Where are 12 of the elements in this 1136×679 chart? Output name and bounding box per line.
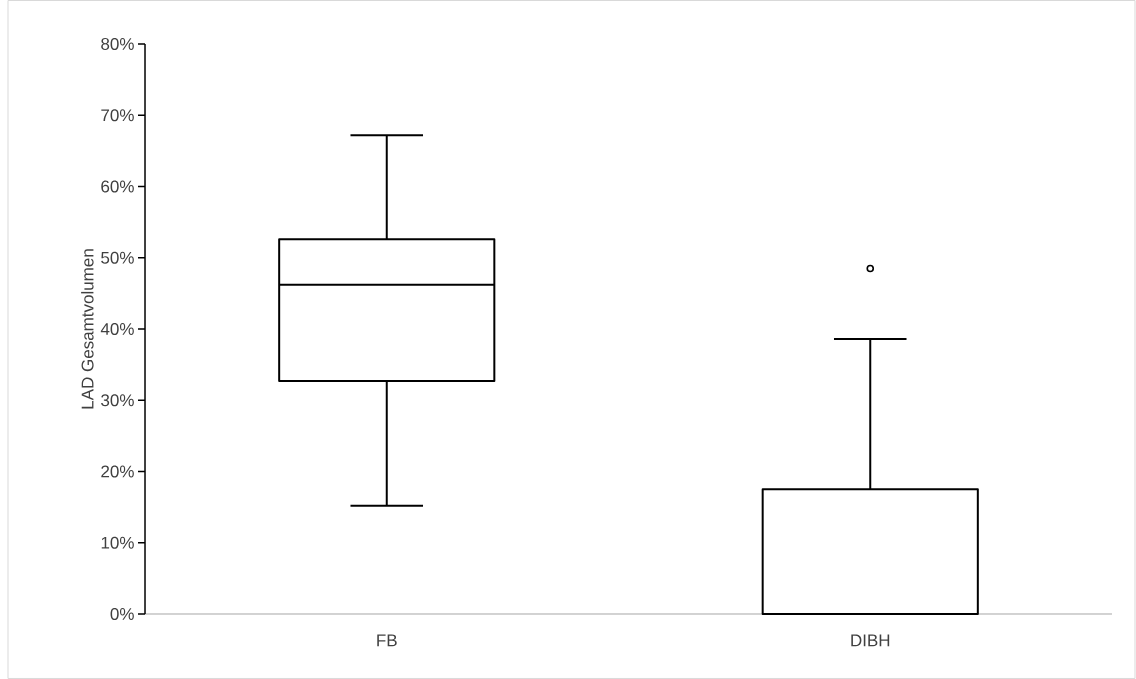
y-tick-label: 30%	[101, 394, 134, 407]
y-tick-label: 60%	[101, 180, 134, 193]
y-tick-label: 20%	[101, 465, 134, 478]
y-tick-label: 10%	[101, 536, 134, 549]
y-tick-label: 70%	[101, 109, 134, 122]
y-tick-label: 0%	[110, 607, 134, 621]
y-tick-label: 40%	[100, 322, 134, 336]
x-tick-label: FB	[377, 634, 397, 647]
y-tick-label: 80%	[101, 37, 134, 51]
x-tick-label: DIBH	[851, 634, 890, 647]
y-tick-label: 50%	[101, 251, 134, 264]
y-axis-title: LAD Gesamtvolumen	[81, 249, 94, 409]
